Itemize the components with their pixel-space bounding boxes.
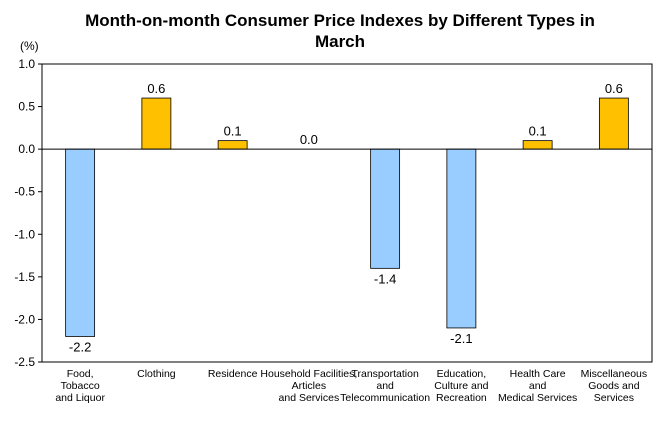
x-category-label: Miscellaneous Goods and Services <box>581 368 648 404</box>
bar <box>370 148 401 269</box>
y-tick-label: -0.5 <box>14 185 35 199</box>
plot-area <box>41 63 653 363</box>
x-category-label: Household Facilities, Articles and Service… <box>260 368 357 404</box>
chart-title: Month-on-month Consumer Price Indexes by… <box>85 11 595 51</box>
data-label: -2.1 <box>450 331 472 346</box>
x-category-label: Transportation and Telecommunication <box>340 368 430 404</box>
data-label: -1.4 <box>374 271 396 286</box>
y-tick-label: -2.5 <box>14 355 35 369</box>
x-category-label: Clothing <box>137 368 176 380</box>
data-label: -2.2 <box>69 339 91 354</box>
x-category-label: Residence <box>208 368 258 380</box>
x-category-label: Health Care and Medical Services <box>498 368 577 404</box>
y-tick-label: 0.0 <box>18 142 35 156</box>
bar <box>598 97 629 150</box>
bar <box>141 97 172 150</box>
x-category-label: Education, Culture and Recreation <box>434 368 488 404</box>
bar <box>217 140 248 150</box>
data-label: 0.1 <box>224 124 242 139</box>
y-tick-label: -1.5 <box>14 270 35 284</box>
data-label: 0.6 <box>147 81 165 96</box>
data-label: 0.0 <box>300 132 318 147</box>
y-unit-label: (%) <box>20 39 39 53</box>
bar <box>65 148 96 337</box>
y-tick-label: 0.5 <box>18 100 35 114</box>
data-label: 0.6 <box>605 81 623 96</box>
y-tick-label: 1.0 <box>18 57 35 71</box>
y-tick-label: -2.0 <box>14 312 35 326</box>
data-label: 0.1 <box>529 124 547 139</box>
y-tick-label: -1.0 <box>14 227 35 241</box>
bar <box>446 148 477 329</box>
bar <box>522 140 553 150</box>
x-category-label: Food, Tobacco and Liquor <box>55 368 105 404</box>
